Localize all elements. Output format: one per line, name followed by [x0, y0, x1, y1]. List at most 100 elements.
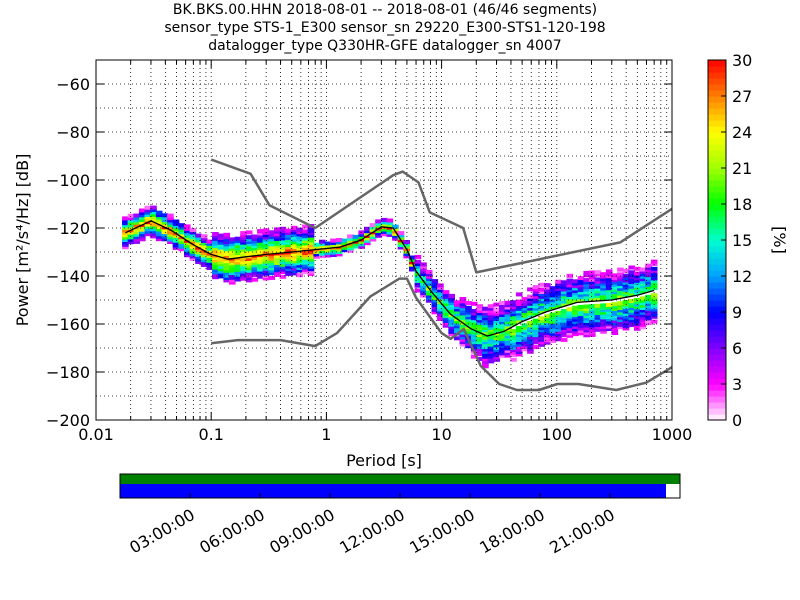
psd-cell: [189, 232, 197, 237]
psd-cell: [251, 265, 259, 270]
psd-cell: [504, 310, 512, 315]
colorbar-segment: [708, 246, 726, 253]
psd-cell: [544, 295, 551, 300]
psd-cell: [611, 287, 619, 292]
psd-cell: [302, 246, 309, 251]
psd-cell: [532, 289, 540, 294]
psd-cell: [296, 230, 304, 234]
psd-cell: [262, 235, 270, 240]
psd-cell: [560, 337, 568, 342]
psd-cell: [589, 320, 596, 325]
psd-cell: [150, 210, 157, 215]
psd-cell: [493, 309, 500, 314]
psd-cell: [392, 236, 399, 241]
psd-cell: [487, 349, 495, 354]
psd-cell: [476, 349, 484, 354]
psd-cell: [335, 250, 343, 254]
y-tick-label: −120: [46, 219, 90, 238]
psd-cell: [577, 290, 585, 295]
psd-cell: [482, 342, 489, 347]
psd-cell: [409, 257, 416, 262]
psd-cell: [566, 293, 574, 297]
psd-cell: [532, 340, 540, 345]
psd-cell: [560, 292, 568, 297]
psd-cell: [122, 218, 129, 223]
psd-cell: [161, 215, 169, 220]
psd-cell: [122, 245, 129, 250]
psd-cell: [650, 305, 658, 310]
psd-cell: [454, 307, 461, 312]
psd-cell: [572, 286, 579, 291]
psd-cell: [600, 325, 607, 329]
colorbar-segment: [708, 348, 726, 355]
psd-cell: [594, 306, 602, 311]
psd-cell: [262, 233, 270, 238]
psd-cell: [189, 235, 197, 240]
psd-cell: [510, 333, 517, 338]
x-tick-label: 0.01: [78, 425, 114, 444]
psd-cell: [296, 261, 304, 266]
psd-cell: [566, 309, 574, 314]
psd-cell: [650, 271, 658, 276]
psd-cell: [544, 290, 551, 295]
colorbar-segment: [708, 324, 726, 331]
psd-cell: [560, 318, 568, 323]
psd-cell: [628, 284, 635, 289]
psd-cell: [482, 330, 489, 335]
psd-cell: [274, 258, 281, 263]
psd-cell: [583, 326, 590, 331]
psd-cell: [639, 286, 647, 291]
psd-cell: [600, 274, 607, 279]
psd-cell: [600, 277, 607, 281]
psd-cell: [184, 234, 191, 238]
colorbar-segment: [708, 336, 726, 343]
psd-cell: [234, 248, 242, 253]
psd-cell: [184, 250, 191, 255]
psd-cell: [555, 332, 562, 337]
psd-cell: [639, 301, 647, 306]
psd-cell: [229, 242, 236, 247]
psd-cell: [347, 244, 354, 248]
psd-cell: [307, 233, 315, 238]
psd-cell: [234, 265, 242, 270]
y-axis-label: Power [m²/s⁴/Hz] [dB]: [13, 154, 32, 327]
psd-cell: [245, 273, 253, 278]
psd-cell: [212, 265, 219, 270]
psd-cell: [628, 299, 635, 304]
psd-cell: [504, 312, 512, 317]
psd-cell: [223, 240, 230, 244]
psd-cell: [279, 270, 287, 274]
psd-cell: [420, 293, 427, 298]
psd-cell: [515, 342, 523, 347]
psd-cell: [583, 294, 590, 299]
x-tick-label: 100: [542, 425, 573, 444]
psd-cell: [504, 324, 512, 329]
psd-cell: [566, 319, 574, 324]
psd-cell: [268, 244, 275, 249]
psd-cell: [414, 283, 422, 288]
psd-cell: [617, 294, 624, 298]
psd-cell: [245, 276, 253, 280]
psd-cell: [645, 285, 652, 290]
psd-cell: [206, 239, 214, 244]
colorbar-segment: [708, 306, 726, 313]
psd-cell: [549, 339, 557, 343]
psd-cell: [352, 237, 360, 242]
x-tick-label: 0.1: [198, 425, 223, 444]
psd-cell: [448, 293, 455, 298]
psd-cell: [482, 352, 489, 357]
psd-cell: [560, 309, 568, 314]
psd-cell: [628, 275, 635, 280]
psd-cell: [206, 266, 214, 270]
psd-cell: [622, 312, 630, 317]
psd-cell: [403, 244, 410, 249]
psd-cell: [380, 229, 388, 234]
psd-cell: [532, 333, 540, 338]
psd-cell: [223, 264, 230, 268]
psd-cell: [560, 313, 568, 318]
psd-cell: [257, 269, 264, 274]
psd-cell: [504, 344, 512, 348]
psd-cell: [324, 241, 332, 246]
psd-cell: [555, 291, 562, 296]
